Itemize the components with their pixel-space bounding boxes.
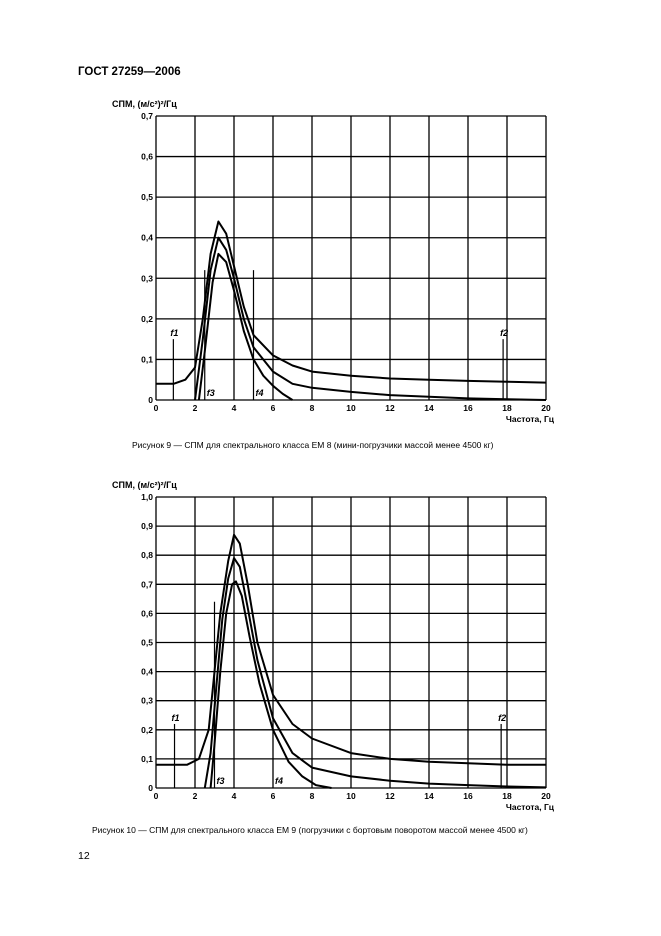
- marker-label-f4: f4: [275, 776, 283, 786]
- x-tick-label: 8: [310, 791, 315, 801]
- document-title: ГОСТ 27259—2006: [78, 66, 181, 78]
- y-tick-label: 0,6: [141, 608, 153, 618]
- x-tick-label: 6: [271, 403, 276, 413]
- y-tick-label: 0,5: [141, 192, 153, 202]
- x-tick-label: 12: [385, 403, 395, 413]
- y-tick-label: 0,4: [141, 667, 153, 677]
- x-tick-label: 0: [154, 791, 159, 801]
- x-tick-label: 16: [463, 791, 473, 801]
- chart-2: 0 2 4 6 8 10 12 14 16 18 20 0 0,1 0,2 0,3 0,4 0,5 0,6 0,7 0…: [112, 480, 555, 812]
- x-tick-label: 6: [271, 791, 276, 801]
- x-tick-label: 4: [232, 791, 237, 801]
- y-tick-label: 0: [148, 783, 153, 793]
- y-tick-label: 0,1: [141, 354, 153, 364]
- chart-1: 0 2 4 6 8 10 12 14 16 18 20 0 0,1 0,2 0,3 0,4 0,5 0,6 0,7 С…: [112, 99, 555, 424]
- x-tick-label: 20: [541, 791, 551, 801]
- page-number: 12: [78, 850, 90, 862]
- x-tick-label: 18: [502, 403, 512, 413]
- y-tick-label: 0,8: [141, 550, 153, 560]
- marker-label-f1: f1: [170, 328, 178, 338]
- figure-9-caption: Рисунок 9 — СПМ для спектрального класса…: [132, 440, 494, 450]
- x-tick-label: 2: [193, 791, 198, 801]
- marker-label-f3: f3: [207, 388, 215, 398]
- marker-label-f1: f1: [172, 713, 180, 723]
- y-tick-label: 0,3: [141, 273, 153, 283]
- x-tick-label: 8: [310, 403, 315, 413]
- x-tick-label: 12: [385, 791, 395, 801]
- y-tick-label: 0,3: [141, 696, 153, 706]
- y-tick-label: 1,0: [141, 492, 153, 502]
- x-tick-label: 14: [424, 403, 434, 413]
- x-tick-label: 4: [232, 403, 237, 413]
- x-tick-label: 0: [154, 403, 159, 413]
- series-line-upper: [156, 220, 547, 385]
- y-tick-label: 0,6: [141, 152, 153, 162]
- y-tick-label: 0,5: [141, 638, 153, 648]
- y-tick-label: 0,4: [141, 233, 153, 243]
- x-tick-label: 18: [502, 791, 512, 801]
- series-line-nominal: [203, 557, 547, 789]
- y-axis-label: СПМ, (м/с²)²/Гц: [112, 99, 177, 109]
- x-tick-label: 20: [541, 403, 551, 413]
- y-axis-label: СПМ, (м/с²)²/Гц: [112, 480, 177, 490]
- y-tick-label: 0: [148, 395, 153, 405]
- x-tick-label: 16: [463, 403, 473, 413]
- x-axis-label: Частота, Гц: [506, 414, 555, 424]
- x-tick-label: 14: [424, 791, 434, 801]
- x-tick-label: 10: [346, 403, 356, 413]
- y-tick-label: 0,7: [141, 579, 153, 589]
- marker-label-f2: f2: [498, 713, 506, 723]
- series-line-lower: [197, 252, 294, 401]
- marker-label-f2: f2: [500, 328, 508, 338]
- series-line-nominal: [194, 236, 547, 401]
- y-tick-label: 0,9: [141, 521, 153, 531]
- x-tick-label: 10: [346, 791, 356, 801]
- y-tick-label: 0,1: [141, 754, 153, 764]
- figure-10-caption: Рисунок 10 — СПМ для спектрального класс…: [92, 825, 528, 835]
- y-tick-label: 0,2: [141, 314, 153, 324]
- y-tick-label: 0,2: [141, 725, 153, 735]
- x-axis-label: Частота, Гц: [506, 802, 555, 812]
- series-line-lower: [209, 580, 332, 789]
- marker-label-f4: f4: [256, 388, 264, 398]
- x-tick-label: 2: [193, 403, 198, 413]
- marker-label-f3: f3: [217, 776, 225, 786]
- series-line-upper: [156, 533, 546, 766]
- y-tick-label: 0,7: [141, 111, 153, 121]
